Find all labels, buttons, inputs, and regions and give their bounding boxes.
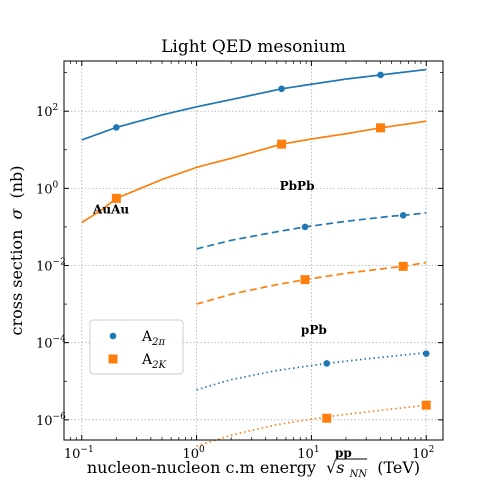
data-point-a2pi: [301, 223, 309, 231]
legend-label: A2π: [141, 329, 165, 348]
y-tick-base: 10: [36, 105, 53, 120]
x-axis-label-unit: (TeV): [377, 458, 420, 477]
y-axis-label-text: cross section: [7, 230, 26, 336]
legend-marker-a2pi: [109, 332, 117, 340]
y-axis-label-symbol: σ: [7, 208, 26, 220]
series-layer: [81, 68, 427, 447]
x-axis-label-text: nucleon-nucleon c.m energy: [87, 458, 316, 477]
x-tick-base: 10: [64, 447, 81, 462]
y-tick-label: 10−2: [36, 258, 66, 275]
tick-marks: [64, 61, 443, 440]
data-point-a2pi: [323, 360, 331, 367]
x-tick-exponent: −1: [80, 445, 93, 455]
y-axis-label-unit: (nb): [7, 165, 26, 198]
legend-marker-a2k: [108, 354, 118, 364]
data-point-a2pi: [422, 350, 430, 357]
annotation-pp: pp: [335, 446, 352, 460]
legend-label: A2K: [141, 352, 166, 371]
annotation-pbpb: PbPb: [280, 179, 315, 193]
x-tick-base: 10: [412, 447, 429, 462]
y-tick-exponent: 0: [53, 180, 59, 190]
data-point-a2pi: [399, 212, 407, 219]
y-tick-exponent: −6: [53, 412, 67, 422]
data-point-a2k: [277, 139, 287, 149]
grid-lines: [64, 61, 443, 440]
annotation-ppb: pPb: [301, 323, 327, 337]
data-point-a2pi: [377, 71, 384, 79]
y-tick-base: 10: [36, 414, 53, 429]
series-line-auau-a2pi: [81, 68, 427, 141]
x-tick-exponent: 2: [429, 445, 435, 455]
x-axis-label-symbol: √s: [326, 458, 344, 477]
x-tick-base: 10: [297, 447, 314, 462]
x-axis-label: nucleon-nucleon c.m energy √s NN (TeV): [87, 458, 420, 481]
series-line-pp-a2k: [196, 404, 427, 447]
data-point-a2k: [300, 275, 310, 285]
annotations: AuAu PbPb pPb pp: [92, 179, 352, 460]
x-tick-label: 100: [182, 445, 205, 462]
x-tick-label: 102: [412, 445, 434, 462]
y-tick-label: 10−4: [36, 335, 66, 352]
y-tick-base: 10: [36, 337, 53, 352]
data-point-a2pi: [113, 124, 120, 131]
x-tick-exponent: 1: [314, 445, 320, 455]
y-axis-label: cross section σ (nb): [7, 165, 26, 335]
y-tick-label: 102: [36, 103, 58, 120]
legend-label-sub: 2K: [151, 360, 166, 371]
x-axis-label-subscript: NN: [349, 469, 369, 480]
y-tick-exponent: −4: [53, 335, 67, 345]
y-tick-base: 10: [36, 260, 53, 275]
x-tick-label: 10−1: [64, 445, 94, 462]
x-tick-exponent: 0: [199, 445, 205, 455]
data-point-a2k: [421, 400, 431, 410]
series-line-auau-a2k: [81, 120, 427, 224]
chart-title: Light QED mesonium: [161, 37, 346, 57]
y-tick-exponent: −2: [53, 258, 66, 268]
plot-frame: [63, 60, 444, 441]
y-tick-base: 10: [36, 182, 53, 197]
data-point-a2k: [398, 261, 408, 271]
legend-box: [89, 319, 184, 375]
marker-layer: [111, 71, 431, 423]
data-point-a2k: [322, 413, 332, 423]
legend-label-main: A: [141, 352, 153, 368]
x-tick-label: 101: [297, 445, 319, 462]
y-tick-label: 10−6: [36, 412, 66, 429]
data-point-a2k: [376, 123, 386, 133]
legend-label-main: A: [141, 329, 153, 345]
data-point-a2pi: [278, 85, 285, 93]
data-point-a2k: [111, 193, 121, 203]
y-tick-exponent: 2: [53, 103, 59, 113]
x-tick-base: 10: [182, 447, 199, 462]
legend-label-sub: 2π: [151, 337, 165, 348]
annotation-auau: AuAu: [92, 203, 129, 217]
y-tick-label: 100: [36, 180, 59, 197]
